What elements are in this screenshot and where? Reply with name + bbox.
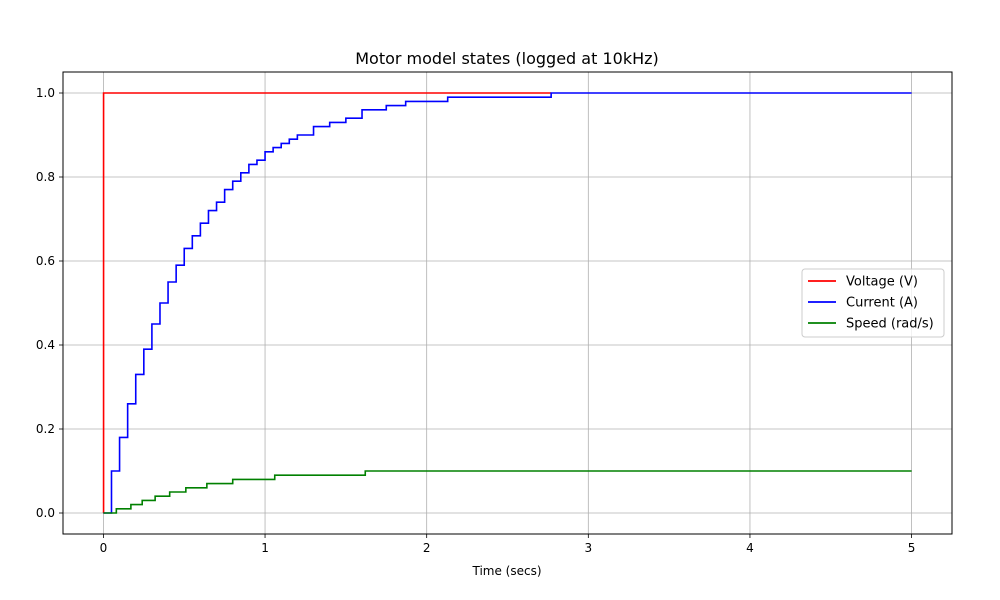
series-line-speed-rad-s: [103, 470, 912, 514]
legend: Voltage (V) Current (A) Speed (rad/s): [801, 268, 945, 338]
legend-label-current-a: Current (A): [846, 296, 918, 311]
plot-series: [102, 92, 912, 514]
x-tick-label: 1: [261, 541, 269, 555]
legend-items: Voltage (V) Current (A) Speed (rad/s): [808, 275, 934, 332]
y-axis-ticks: 0.0 0.2 0.4 0.6 0.8 1.0: [36, 86, 63, 520]
x-tick-label: 0: [100, 541, 108, 555]
y-tick-label: 0.2: [36, 422, 55, 436]
series-line-current-a: [103, 92, 912, 514]
x-tick-label: 2: [423, 541, 431, 555]
chart-title: Motor model states (logged at 10kHz): [355, 49, 659, 68]
y-tick-label: 0.0: [36, 506, 55, 520]
y-tick-label: 0.4: [36, 338, 55, 352]
x-tick-label: 5: [908, 541, 916, 555]
y-tick-label: 1.0: [36, 86, 55, 100]
legend-label-voltage-v: Voltage (V): [846, 275, 918, 290]
legend-label-speed-rad-s: Speed (rad/s): [846, 317, 934, 332]
y-tick-label: 0.8: [36, 170, 55, 184]
plot-frame: [62, 71, 953, 535]
y-tick-label: 0.6: [36, 254, 55, 268]
x-axis-label: Time (secs): [471, 564, 541, 578]
x-tick-label: 4: [746, 541, 754, 555]
x-tick-label: 3: [584, 541, 592, 555]
legend-box: [801, 268, 945, 338]
x-axis-ticks: 0 1 2 3 4 5: [100, 534, 916, 555]
series-line-voltage-v: [102, 92, 552, 514]
